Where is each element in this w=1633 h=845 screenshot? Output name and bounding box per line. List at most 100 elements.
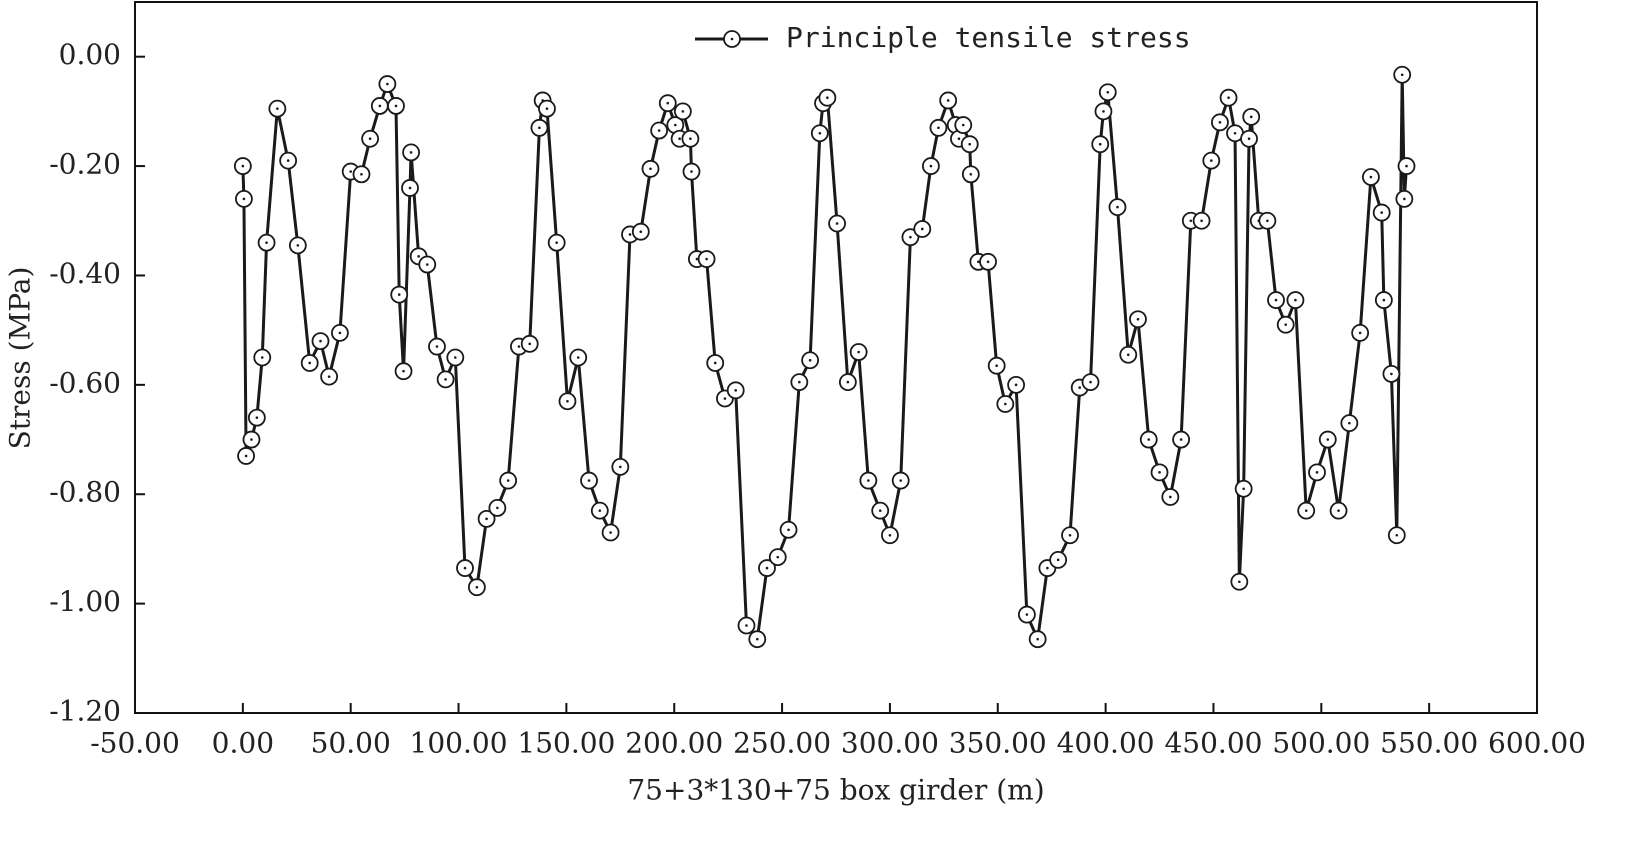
marker-dot: [1136, 317, 1140, 321]
x-tick-label: 50.00: [311, 727, 391, 760]
marker-dot: [649, 167, 652, 171]
marker-dot: [402, 369, 405, 373]
x-tick-label: 300.00: [841, 727, 939, 760]
y-tick-label: -1.00: [49, 585, 121, 618]
marker-dot: [319, 339, 322, 343]
marker-dot: [878, 509, 882, 512]
marker-dot: [1405, 164, 1408, 168]
marker-dot: [1326, 438, 1330, 441]
x-tick-label: 150.00: [517, 727, 615, 760]
marker-dot: [977, 260, 980, 264]
marker-dot: [867, 479, 870, 482]
y-tick-label: -0.20: [49, 148, 121, 181]
marker-dot: [327, 375, 331, 378]
marker-dot: [826, 96, 829, 100]
x-tick-label: 200.00: [625, 727, 723, 760]
x-tick-label: 350.00: [949, 727, 1047, 760]
marker-dot: [394, 104, 398, 108]
marker-dot: [920, 227, 924, 231]
marker-dot: [846, 380, 850, 384]
marker-dot: [995, 364, 998, 368]
marker-dot: [674, 123, 677, 127]
marker-dot: [765, 566, 769, 570]
marker-dot: [1403, 197, 1406, 201]
y-tick-label: -0.40: [49, 257, 121, 290]
marker-dot: [538, 126, 541, 130]
marker-dot: [1395, 533, 1399, 537]
marker-dot: [1078, 386, 1082, 389]
marker-dot: [968, 142, 972, 146]
marker-dot: [1046, 566, 1049, 570]
marker-dot: [244, 454, 248, 458]
marker-dot: [690, 170, 693, 173]
marker-dot: [1294, 298, 1297, 302]
marker-dot: [378, 104, 382, 108]
marker-dot: [255, 416, 259, 419]
marker-dot: [705, 257, 708, 261]
marker-dot: [1304, 509, 1308, 512]
marker-dot: [555, 241, 558, 244]
marker-dot: [857, 350, 860, 354]
marker-dot: [609, 531, 612, 534]
marker-dot: [308, 361, 312, 365]
marker-dot: [1400, 73, 1404, 77]
marker-dot: [242, 197, 246, 201]
marker-dot: [1179, 438, 1183, 441]
marker-dot: [545, 107, 549, 110]
x-tick-label: 450.00: [1164, 727, 1262, 760]
marker-dot: [798, 380, 801, 384]
marker-dot: [1200, 219, 1203, 223]
marker-dot: [628, 233, 632, 236]
x-tick-label: 500.00: [1272, 727, 1370, 760]
marker-dot: [1284, 323, 1288, 326]
marker-dot: [1102, 110, 1105, 113]
marker-dot: [787, 528, 790, 532]
marker-dot: [961, 123, 965, 127]
marker-dot: [1158, 471, 1161, 474]
marker-dot: [598, 509, 602, 512]
marker-dot: [1056, 558, 1060, 562]
x-tick-label: 0.00: [212, 727, 274, 760]
marker-dot: [475, 585, 479, 589]
marker-dot: [1274, 298, 1278, 302]
marker-dot: [1098, 142, 1102, 146]
marker-dot: [1169, 495, 1172, 499]
marker-dot: [678, 137, 681, 141]
legend-marker-dot: [730, 37, 734, 41]
marker-dot: [276, 107, 279, 110]
marker-dot: [454, 356, 457, 359]
marker-dot: [1358, 331, 1362, 335]
marker-dot: [619, 465, 622, 469]
marker-dot: [734, 389, 738, 392]
marker-dot: [808, 358, 812, 362]
marker-dot: [1189, 219, 1193, 223]
marker-dot: [1210, 159, 1213, 162]
marker-dot: [1089, 380, 1092, 384]
marker-dot: [368, 137, 372, 141]
marker-dot: [657, 129, 661, 132]
marker-dot: [1025, 613, 1029, 616]
marker-dot: [835, 222, 839, 225]
x-axis-label: 75+3*130+75 box girder (m): [627, 774, 1044, 807]
marker-dot: [286, 159, 290, 162]
y-tick-label: 0.00: [59, 38, 121, 71]
x-tick-label: 250.00: [733, 727, 831, 760]
marker-dot: [1227, 96, 1230, 100]
marker-dot: [986, 260, 990, 264]
marker-dot: [909, 235, 912, 239]
marker-dot: [349, 170, 352, 173]
marker-dot: [1382, 298, 1386, 302]
marker-dot: [260, 356, 264, 359]
marker-dot: [517, 345, 521, 348]
marker-dot: [1036, 637, 1039, 641]
marker-dot: [899, 479, 903, 482]
marker-dot: [689, 137, 692, 141]
marker-dot: [755, 637, 759, 641]
x-tick-label: 100.00: [410, 727, 508, 760]
marker-dot: [969, 172, 973, 176]
marker-dot: [1247, 137, 1251, 141]
marker-dot: [425, 263, 429, 266]
marker-dot: [435, 345, 439, 348]
marker-dot: [408, 186, 412, 190]
